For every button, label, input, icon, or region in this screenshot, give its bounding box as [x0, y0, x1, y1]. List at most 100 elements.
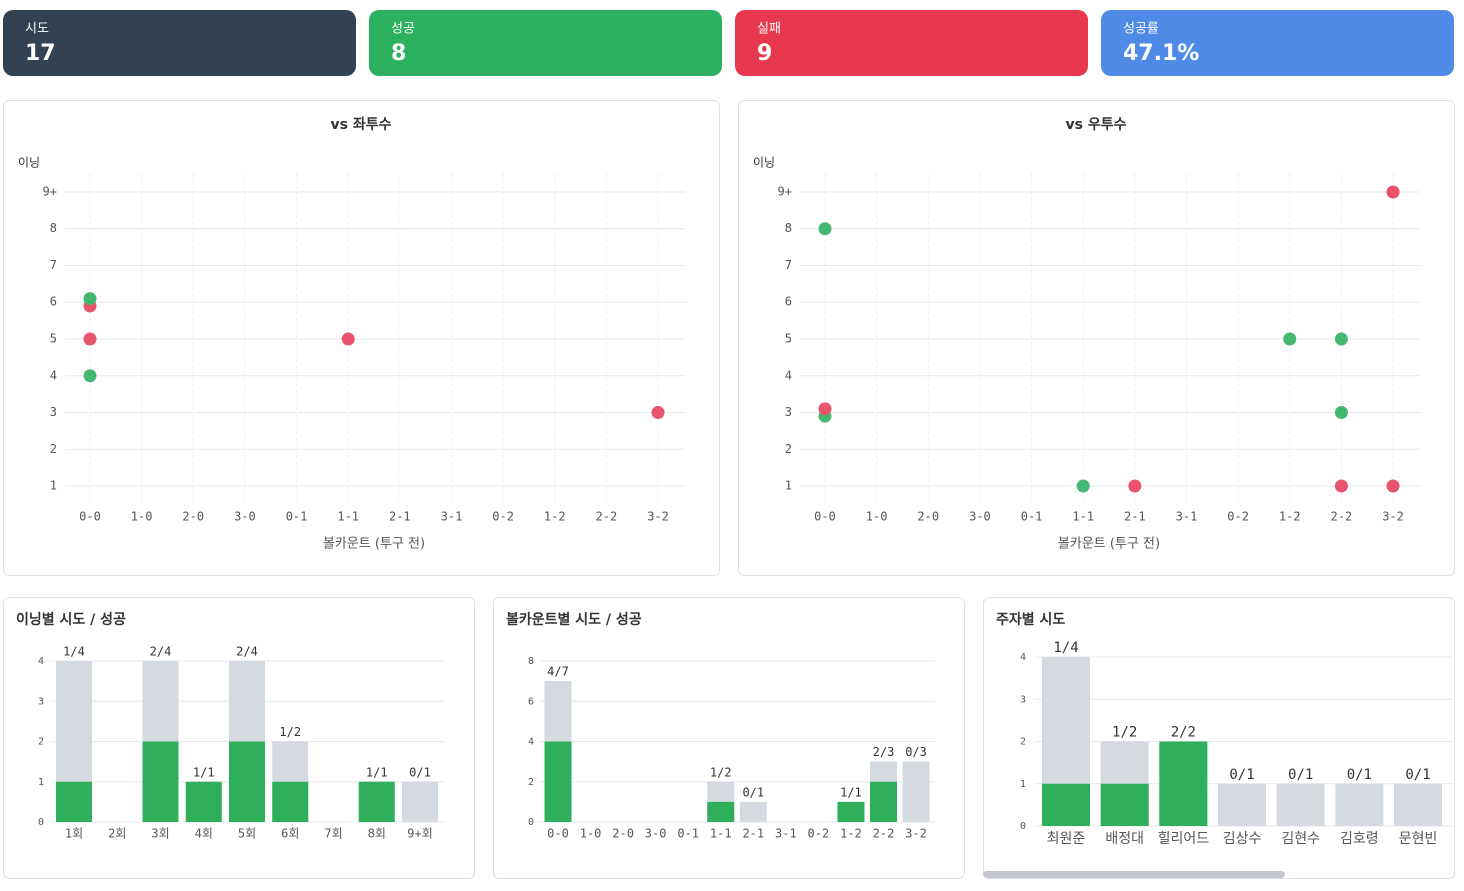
x-tick-label: 2-0 — [612, 827, 634, 841]
x-tick-label: 0-1 — [1021, 510, 1043, 524]
x-tick-label: 7회 — [324, 827, 342, 841]
bar — [56, 781, 92, 822]
scrollbar[interactable] — [983, 871, 1285, 878]
x-tick-label: 3-2 — [905, 827, 927, 841]
y-tick-label: 2 — [1020, 737, 1026, 748]
value-label: 2/4 — [150, 645, 172, 659]
value-label: 0/1 — [409, 765, 431, 779]
bar — [1335, 783, 1384, 826]
y-tick-label: 9+ — [43, 184, 57, 198]
y-tick-label: 8 — [50, 221, 57, 235]
y-tick-label: 5 — [785, 332, 792, 346]
point — [651, 406, 665, 420]
bar — [902, 761, 930, 822]
value-label: 2/4 — [236, 645, 258, 659]
y-tick-label: 4 — [785, 368, 792, 382]
value-label: 0/1 — [1347, 767, 1372, 783]
x-tick-label: 2-2 — [873, 827, 895, 841]
x-axis-label: 볼카운트 (투구 전) — [1058, 537, 1160, 552]
bar — [870, 781, 897, 822]
x-tick-label: 0-2 — [808, 827, 830, 841]
y-tick-label: 2 — [785, 442, 792, 456]
x-tick-label: 최원준 — [1047, 831, 1086, 847]
y-tick-label: 6 — [528, 696, 534, 707]
x-tick-label: 1-0 — [580, 827, 602, 841]
y-tick-label: 2 — [528, 777, 534, 788]
bar — [272, 781, 309, 822]
bar — [1394, 783, 1443, 826]
x-tick-label: 3-1 — [441, 510, 463, 524]
x-tick-label: 1-0 — [866, 510, 888, 524]
stat-card — [369, 10, 722, 76]
bar — [707, 801, 735, 822]
panel — [3, 100, 720, 576]
x-axis-label: 볼카운트 (투구 전) — [323, 537, 425, 552]
y-tick-label: 2 — [38, 737, 44, 748]
y-tick-label: 6 — [785, 295, 792, 309]
x-tick-label: 1-1 — [1072, 510, 1094, 524]
y-tick-label: 1 — [1020, 779, 1026, 790]
point — [83, 332, 97, 346]
stat-card — [3, 10, 356, 76]
x-tick-label: 1-2 — [1279, 510, 1301, 524]
value-label: 0/1 — [1229, 767, 1254, 783]
y-tick-label: 8 — [528, 656, 534, 667]
x-tick-label: 2회 — [108, 827, 126, 841]
y-tick-label: 9+ — [778, 184, 792, 198]
point — [1386, 479, 1400, 493]
x-tick-label: 2-0 — [917, 510, 939, 524]
x-tick-label: 1-2 — [840, 827, 862, 841]
value-label: 2/2 — [1171, 725, 1196, 741]
bar — [358, 781, 395, 822]
y-tick-label: 4 — [38, 656, 44, 667]
bar — [1218, 783, 1267, 826]
x-tick-label: 2-2 — [1331, 510, 1353, 524]
point — [1076, 479, 1090, 493]
x-tick-label: 5회 — [238, 827, 256, 841]
panel — [738, 100, 1455, 576]
point — [1128, 479, 1142, 493]
point — [1283, 332, 1297, 346]
y-tick-label: 1 — [50, 479, 57, 493]
point — [1334, 332, 1348, 346]
value-label: 0/1 — [742, 785, 764, 799]
y-tick-label: 3 — [785, 405, 792, 419]
point — [83, 292, 97, 306]
bar — [1276, 783, 1325, 826]
batter-plot: 최원준 배정대 힐리어드 김상수 김현수 김호령 문현빈 1/4 1/2 2/2 0/1 0/1 0/1… — [1034, 640, 1453, 847]
card-value: 8 — [391, 41, 406, 66]
x-tick-label: 3-2 — [647, 510, 669, 524]
y-tick-label: 7 — [785, 258, 792, 272]
x-tick-label: 3-1 — [1176, 510, 1198, 524]
x-tick-label: 2-2 — [596, 510, 618, 524]
x-tick-label: 2-1 — [1124, 510, 1146, 524]
x-tick-label: 1-1 — [710, 827, 732, 841]
value-label: 1/1 — [366, 765, 388, 779]
x-tick-label: 배정대 — [1105, 831, 1144, 847]
value-label: 1/1 — [840, 785, 862, 799]
y-tick-label: 0 — [38, 817, 44, 828]
chart-title: 볼카운트별 시도 / 성공 — [506, 611, 642, 628]
y-tick-label: 0 — [1020, 821, 1026, 832]
y-tick-label: 4 — [528, 737, 534, 748]
y-tick-label: 2 — [50, 442, 57, 456]
x-tick-label: 김상수 — [1223, 831, 1262, 847]
chart-title: vs 좌투수 — [331, 117, 392, 133]
y-tick-label: 5 — [50, 332, 57, 346]
point — [1386, 185, 1400, 199]
card-label: 실패 — [757, 22, 781, 37]
x-tick-label: 0-0 — [79, 510, 101, 524]
y-tick-label: 4 — [1020, 652, 1026, 663]
x-tick-label: 2-1 — [389, 510, 411, 524]
panels — [3, 100, 1455, 879]
value-label: 0/1 — [1288, 767, 1313, 783]
x-tick-label: 2-1 — [742, 827, 764, 841]
value-label: 1/4 — [1053, 640, 1078, 656]
card-value: 17 — [25, 41, 56, 66]
point — [818, 222, 832, 236]
x-tick-label: 1-2 — [544, 510, 566, 524]
y-tick-label: 8 — [785, 221, 792, 235]
x-tick-label: 문현빈 — [1399, 831, 1438, 847]
value-label: 0/3 — [905, 745, 927, 759]
point — [1334, 479, 1348, 493]
